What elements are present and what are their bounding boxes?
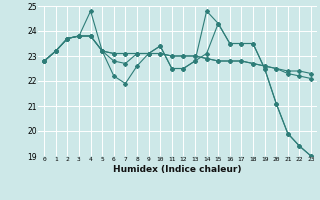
X-axis label: Humidex (Indice chaleur): Humidex (Indice chaleur) (113, 165, 242, 174)
